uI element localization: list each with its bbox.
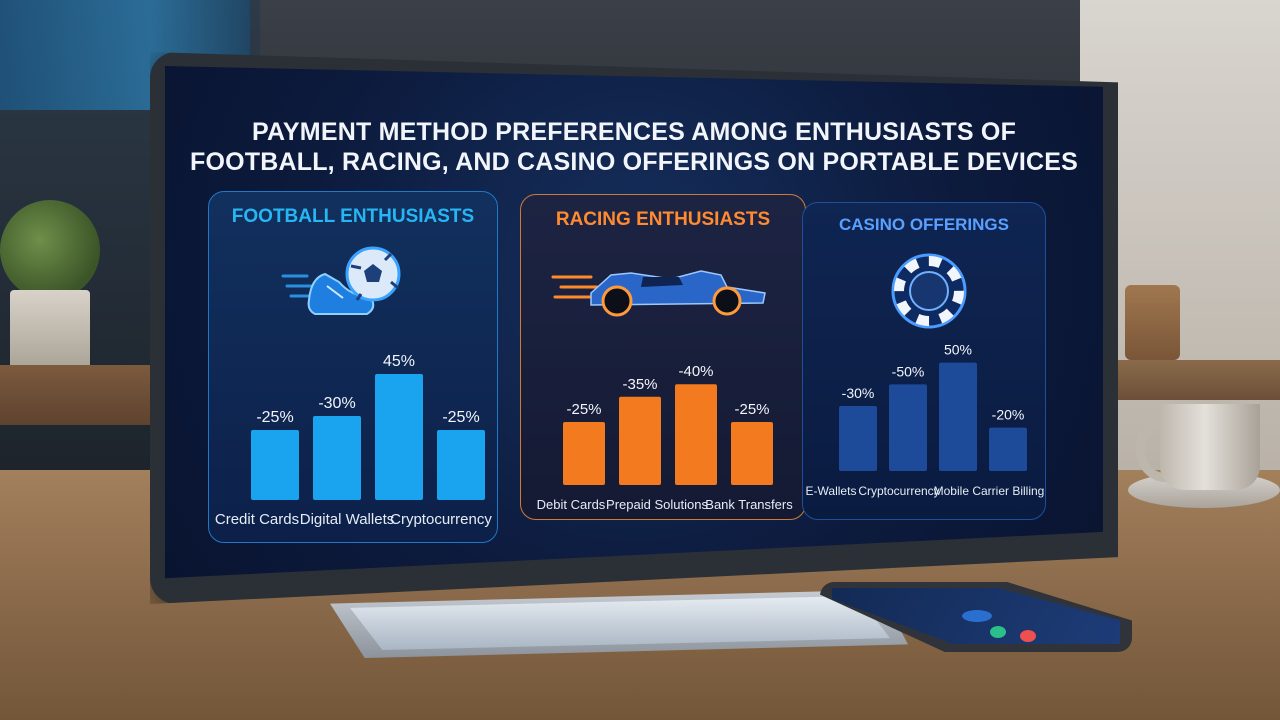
category-label-1-0: Debit Cards — [537, 497, 606, 512]
bar-value-label-1-3: -25% — [734, 401, 769, 418]
background-shelf-right — [1100, 360, 1280, 400]
headline-line-1: PAYMENT METHOD PREFERENCES AMONG ENTHUSI… — [251, 118, 1017, 146]
football-icon — [281, 238, 411, 328]
bar-1-3 — [731, 422, 773, 485]
panel-title-football: FOOTBALL ENTHUSIASTS — [231, 206, 475, 227]
bar-value-label-1-1: -35% — [622, 376, 657, 393]
category-label-2-0: E-Wallets — [806, 484, 857, 498]
bar-value-label-0-1: -30% — [318, 395, 355, 412]
bar-value-label-1-0: -25% — [566, 401, 601, 418]
bar-1-1 — [619, 396, 661, 485]
coffee-mug — [1160, 404, 1260, 490]
bar-0-0 — [251, 430, 299, 500]
phone-green-button — [990, 626, 1006, 638]
panel-racing: RACING ENTHUSIASTS -25% -35% -40% -25% Debit… — [520, 194, 806, 520]
bar-2-0 — [839, 406, 877, 471]
bar-2-3 — [989, 427, 1027, 471]
bar-2-1 — [889, 384, 927, 471]
bar-value-label-2-3: -20% — [992, 407, 1025, 423]
bar-0-2 — [375, 374, 423, 500]
racing-bar-chart: -25% -35% -40% -25% Debit Cards Prepaid Solut… — [537, 363, 794, 512]
phone-app-icon — [962, 610, 992, 622]
category-label-0-1: Digital Wallets — [300, 511, 394, 528]
poker-chip-icon — [889, 251, 969, 331]
plant-pot — [10, 290, 90, 370]
bar-0-3 — [437, 430, 485, 500]
panel-football: FOOTBALL ENTHUSIASTS -25% -30% 45% -25% Cred… — [208, 191, 498, 543]
category-label-1-2: Bank Transfers — [705, 497, 793, 512]
bar-0-1 — [313, 416, 361, 500]
jar — [1125, 285, 1180, 360]
bar-value-label-0-0: -25% — [256, 409, 293, 426]
bar-1-0 — [563, 422, 605, 485]
football-bar-chart: -25% -30% 45% -25% Credit Cards Digital Walle… — [215, 353, 492, 528]
bar-1-2 — [675, 384, 717, 485]
headline-line-2: FOOTBALL, RACING, AND CASINO OFFERINGS O… — [189, 148, 1078, 176]
panel-title-racing: RACING ENTHUSIASTS — [555, 209, 771, 230]
monitor-screen: PAYMENT METHOD PREFERENCES AMONG ENTHUSI… — [165, 66, 1103, 579]
bar-value-label-0-2: 45% — [383, 353, 415, 370]
category-label-2-1: Cryptocurrency — [858, 484, 939, 498]
bar-value-label-2-1: -50% — [892, 363, 925, 379]
bar-value-label-0-3: -25% — [442, 409, 479, 426]
casino-bar-chart: -30% -50% 50% -20% E-Wallets CryptocurrencyMo… — [806, 342, 1045, 498]
race-car-icon — [551, 257, 771, 317]
bar-value-label-1-2: -40% — [678, 363, 713, 380]
panel-title-casino: CASINO OFFERINGS — [838, 215, 1009, 234]
category-label-0-0: Credit Cards — [215, 511, 299, 528]
bar-2-2 — [939, 362, 977, 471]
category-label-0-2: Cryptocurrency — [390, 511, 492, 528]
category-label-2-2: Mobile Carrier Billing — [934, 484, 1045, 498]
bar-value-label-2-0: -30% — [842, 385, 875, 401]
plant — [0, 200, 100, 300]
phone-red-button — [1020, 630, 1036, 642]
panel-casino: CASINO OFFERINGS -30% -50% 50% -20% E-Wallet… — [802, 202, 1046, 520]
bar-value-label-2-2: 50% — [944, 342, 972, 358]
category-label-1-1: Prepaid Solutions — [606, 497, 708, 512]
